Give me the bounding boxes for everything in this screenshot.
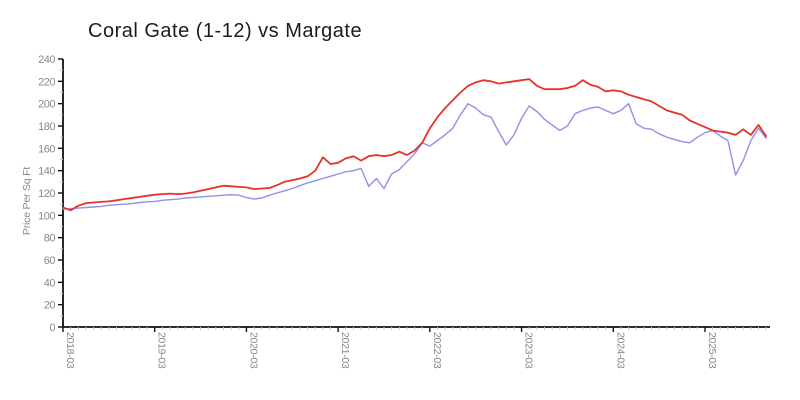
- x-tick-label: 2023-03: [523, 332, 535, 369]
- x-tick-label: 2022-03: [431, 332, 443, 369]
- chart-title: Coral Gate (1-12) vs Margate: [88, 20, 363, 42]
- series-line-margate: [62, 102, 767, 210]
- y-tick-label: 200: [38, 99, 55, 111]
- y-tick-label: 80: [44, 233, 56, 245]
- x-tick-label: 2025-03: [706, 332, 718, 369]
- y-tick-label: 0: [49, 322, 55, 334]
- y-axis: 0 20 40 60 80 100 120 140 160 180 200 220 240: [38, 54, 63, 334]
- x-tick-label: 2021-03: [339, 332, 351, 369]
- y-tick-label: 60: [44, 255, 56, 267]
- y-tick-label: 180: [38, 121, 55, 133]
- y-axis-label: Price Per Sq Ft: [21, 167, 33, 235]
- x-tick-label: 2020-03: [247, 332, 259, 369]
- y-tick-label: 220: [38, 76, 55, 88]
- y-tick-label: 240: [38, 54, 55, 66]
- y-tick-label: 120: [38, 188, 55, 200]
- x-tick-label: 2018-03: [64, 332, 76, 369]
- series-line-coral-gate-1-12: [62, 78, 767, 212]
- y-tick-label: 20: [44, 300, 56, 312]
- y-tick-label: 140: [38, 166, 55, 178]
- y-tick-label: 160: [38, 143, 55, 155]
- x-tick-label: 2019-03: [156, 332, 168, 369]
- series-lines: [62, 78, 767, 212]
- x-axis: 2018-03 2019-03 2020-03 2021-03 2022-03 2023-…: [62, 327, 767, 369]
- x-tick-label: 2024-03: [614, 332, 626, 369]
- y-tick-label: 40: [44, 277, 56, 289]
- y-tick-label: 100: [38, 210, 55, 222]
